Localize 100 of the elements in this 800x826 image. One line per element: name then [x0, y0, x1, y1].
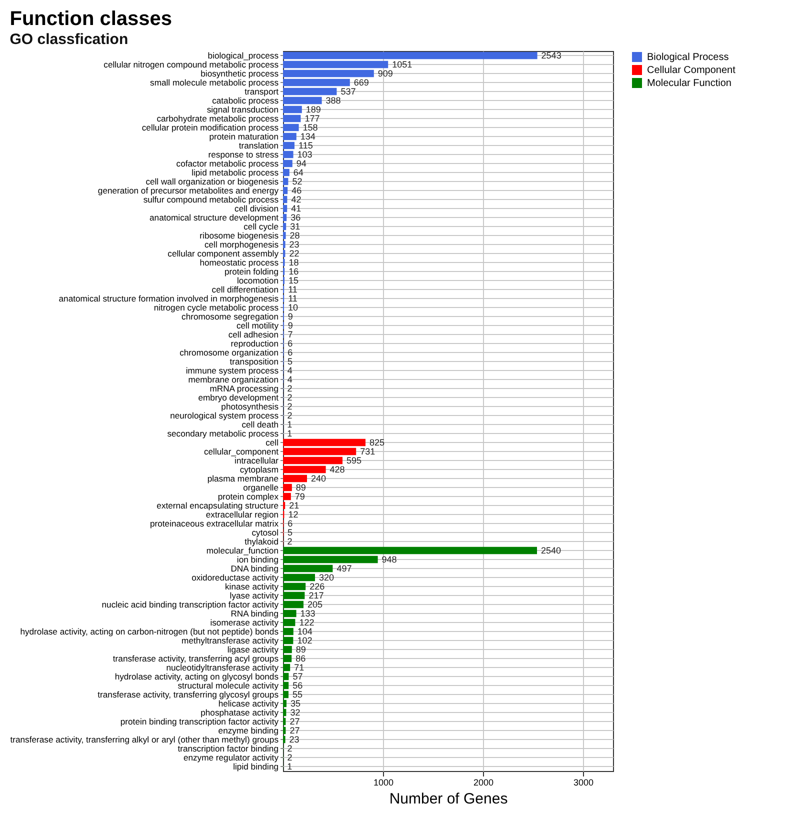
bar	[283, 556, 378, 564]
y-tick-label: external encapsulating structure	[156, 500, 279, 510]
data-label: 5	[288, 528, 293, 538]
y-tick-label: cell death	[242, 420, 279, 430]
bar	[283, 124, 299, 132]
data-label: 226	[310, 582, 325, 592]
y-tick-label: cell motility	[236, 320, 280, 330]
bar	[283, 232, 286, 240]
y-tick-label: cytosol	[252, 528, 279, 538]
bar	[283, 546, 537, 554]
y-tick-label: cell	[266, 438, 279, 448]
y-tick-label: cell wall organization or biogenesis	[146, 176, 278, 186]
y-tick-label: transposition	[230, 356, 279, 366]
y-tick-label: phosphatase activity	[200, 708, 280, 718]
y-tick-label: response to stress	[208, 150, 278, 160]
bar	[283, 628, 294, 636]
y-tick-label: mRNA processing	[210, 384, 279, 394]
legend-label: Biological Process	[647, 52, 729, 63]
data-label: 28	[290, 230, 300, 240]
y-tick-label: enzyme binding	[218, 726, 279, 736]
bar	[283, 708, 286, 716]
data-label: 428	[330, 464, 345, 474]
data-label: 2543	[541, 50, 562, 60]
bar	[283, 466, 326, 474]
data-label: 102	[297, 636, 312, 646]
x-tick-label: 2000	[473, 778, 494, 788]
y-tick-label: helicase activity	[218, 698, 280, 708]
data-label: 948	[382, 554, 397, 564]
y-tick-label: lipid metabolic process	[192, 168, 278, 178]
x-tick-label: 1000	[373, 778, 394, 788]
bar	[283, 186, 288, 194]
data-label: 71	[294, 662, 304, 672]
data-label: 104	[297, 626, 312, 636]
data-label: 2	[287, 752, 292, 762]
y-tick-label: proteinaceous extracellular matrix	[150, 518, 280, 528]
data-label: 731	[360, 446, 376, 456]
data-label: 4	[287, 374, 292, 384]
y-tick-label: thylakoid	[244, 536, 279, 546]
data-label: 23	[289, 734, 300, 744]
y-tick-label: generation of precursor metabolites and energy	[98, 186, 280, 196]
y-tick-label: nucleic acid binding transcription factor activity	[102, 600, 280, 610]
y-tick-label: DNA binding	[230, 564, 279, 574]
data-label: 1	[287, 428, 292, 438]
y-tick-label: transport	[244, 86, 280, 96]
data-label: 189	[306, 104, 321, 114]
y-tick-label: locomotion	[236, 276, 279, 286]
data-label: 134	[300, 132, 316, 142]
y-tick-label: cell adhesion	[228, 330, 279, 340]
y-tick-label: homeostatic process	[200, 258, 278, 268]
data-label: 22	[289, 248, 300, 258]
y-tick-label: anatomical structure development	[150, 212, 280, 222]
y-tick-label: plasma membrane	[207, 474, 279, 484]
bar	[283, 150, 294, 158]
text: Function classes	[10, 8, 172, 30]
bar	[283, 700, 286, 708]
data-label: 388	[326, 96, 341, 106]
data-label: 52	[292, 176, 302, 186]
y-tick-label: cellular nitrogen compound metabolic process	[104, 60, 278, 70]
data-label: 1	[287, 762, 292, 772]
data-label: 9	[288, 320, 293, 330]
bar	[283, 618, 296, 626]
y-tick-label: chromosome organization	[180, 348, 279, 358]
bar	[283, 718, 286, 726]
data-label: 16	[288, 266, 299, 276]
bar	[283, 610, 296, 618]
bar	[283, 78, 350, 86]
bar	[283, 664, 290, 672]
data-label: 909	[378, 68, 393, 78]
bar	[283, 88, 337, 96]
bar	[283, 214, 287, 222]
data-label: 6	[288, 338, 293, 348]
bar	[283, 672, 289, 680]
bar	[283, 474, 307, 482]
data-label: 31	[290, 222, 300, 232]
y-tick-label: protein binding transcription factor activity	[120, 716, 280, 726]
bar	[283, 564, 333, 572]
y-tick-label: transferase activity, transferring alkyl or aryl (other than methyl) groups	[10, 734, 278, 744]
data-label: 2	[287, 410, 292, 420]
y-tick-label: transferase activity, transferring acyl groups	[112, 654, 278, 664]
y-tick-label: lyase activity	[230, 590, 280, 600]
legend-label: Molecular Function	[647, 78, 732, 89]
y-tick-label: biological_process	[208, 50, 278, 60]
bar	[283, 60, 388, 68]
y-tick-label: cellular protein modification process	[142, 122, 278, 132]
bar	[283, 168, 290, 176]
y-tick-label: photosynthesis	[221, 402, 278, 412]
data-label: 825	[370, 438, 385, 448]
y-tick-label: cytoplasm	[240, 464, 278, 474]
data-label: 7	[288, 330, 293, 340]
data-label: 42	[291, 194, 302, 204]
bar	[283, 654, 292, 662]
data-label: 6	[288, 348, 293, 358]
bar	[283, 178, 288, 186]
data-label: 41	[291, 204, 302, 214]
y-tick-label: ribosome biogenesis	[200, 230, 278, 240]
data-label: 103	[297, 150, 312, 160]
data-label: 115	[298, 140, 313, 150]
data-label: 89	[296, 482, 306, 492]
data-label: 10	[288, 302, 298, 312]
data-label: 21	[289, 500, 300, 510]
